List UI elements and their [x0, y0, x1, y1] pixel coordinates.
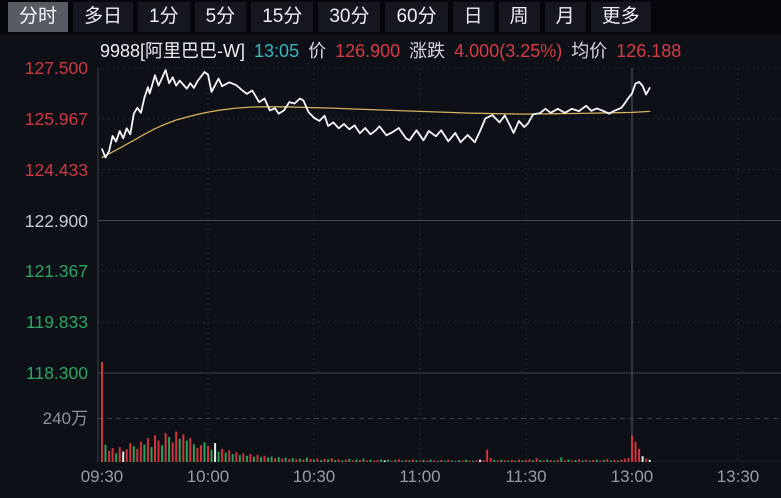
- price-label: 价: [308, 41, 327, 61]
- tab-multiday[interactable]: 多日: [73, 2, 134, 32]
- time-axis-label: 13:00: [610, 467, 654, 486]
- last-price: 126.900: [335, 41, 401, 61]
- price-axis-label: 122.900: [24, 210, 88, 231]
- price-axis-label: 119.833: [26, 312, 88, 333]
- price-axis-label: 118.300: [26, 363, 88, 383]
- avg-price-label: 均价: [571, 41, 608, 61]
- price-axis-label: 124.433: [24, 159, 88, 180]
- time-axis-label: 11:00: [399, 467, 441, 486]
- tab-week[interactable]: 周: [498, 2, 540, 32]
- tab-day[interactable]: 日: [452, 2, 494, 32]
- time-axis-label: 09:30: [80, 467, 124, 486]
- avg-price-value: 126.188: [616, 41, 682, 61]
- tab-month[interactable]: 月: [544, 2, 586, 32]
- quote-time: 13:05: [254, 41, 300, 61]
- tab-more[interactable]: 更多: [590, 2, 651, 32]
- volume-bars: [101, 362, 651, 462]
- timeshare-chart[interactable]: [0, 58, 781, 462]
- price-line: [101, 69, 651, 159]
- timeframe-tabbar: 分时 多日 1分 5分 15分 30分 60分日周月更多: [0, 0, 781, 34]
- price-axis-label: 127.500: [24, 58, 88, 78]
- time-axis-label: 10:00: [186, 467, 230, 486]
- change-label: 涨跌: [409, 41, 446, 61]
- change-value: 4.000(3.25%): [454, 41, 563, 61]
- time-axis-label: 11:30: [505, 467, 547, 486]
- volume-axis-label: 240万: [42, 408, 88, 428]
- tab-1min[interactable]: 1分: [138, 2, 190, 32]
- tab-60min[interactable]: 60分: [385, 2, 448, 32]
- tab-timeshare[interactable]: 分时: [8, 2, 69, 32]
- stock-symbol: 9988[阿里巴巴-W]: [100, 41, 246, 61]
- tab-5min[interactable]: 5分: [194, 2, 247, 32]
- price-axis-label: 121.367: [24, 261, 88, 282]
- grid: [97, 67, 781, 462]
- tab-15min[interactable]: 15分: [251, 2, 314, 32]
- time-axis-label: 13:30: [716, 467, 760, 486]
- time-axis-label: 10:30: [292, 467, 336, 486]
- avg-price-line: [101, 106, 651, 159]
- price-axis-label: 125.967: [24, 108, 88, 129]
- tab-30min[interactable]: 30分: [318, 2, 381, 32]
- quote-infobar: 9988[阿里巴巴-W] 13:05 价 126.900 涨跌 4.000(3.…: [100, 37, 681, 61]
